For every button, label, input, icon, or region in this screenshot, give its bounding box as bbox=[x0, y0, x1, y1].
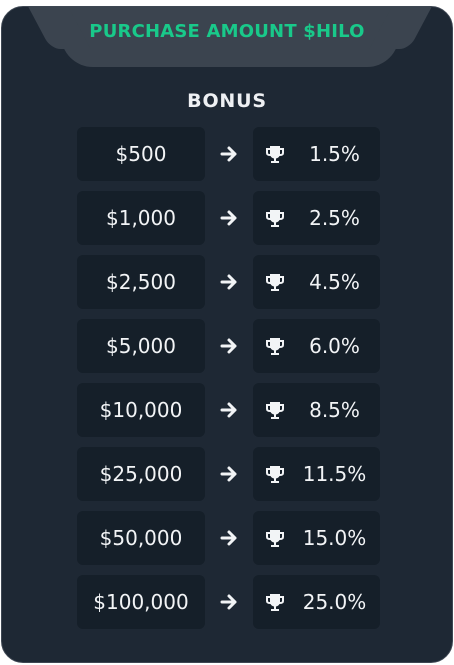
bonus-percent: 4.5% bbox=[309, 270, 360, 294]
bonus-cell: 11.5% bbox=[253, 447, 380, 501]
bonus-cell: 8.5% bbox=[253, 383, 380, 437]
bonus-card: PURCHASE AMOUNT $HILO BONUS $500 1.5% $1… bbox=[1, 6, 453, 663]
arrow-right-icon bbox=[220, 210, 237, 226]
bonus-percent: 15.0% bbox=[302, 526, 367, 550]
trophy-icon bbox=[266, 530, 284, 547]
purchase-amount: $5,000 bbox=[77, 319, 205, 373]
bonus-percent: 8.5% bbox=[309, 398, 360, 422]
arrow-right-icon bbox=[220, 594, 237, 610]
tier-row: $2,500 4.5% bbox=[77, 255, 380, 309]
arrow-right-icon bbox=[220, 146, 237, 162]
arrow-right-icon bbox=[220, 402, 237, 418]
trophy-icon bbox=[266, 210, 284, 227]
bonus-cell: 6.0% bbox=[253, 319, 380, 373]
bonus-cell: 4.5% bbox=[253, 255, 380, 309]
arrow-right-icon bbox=[220, 530, 237, 546]
purchase-amount: $100,000 bbox=[77, 575, 205, 629]
bonus-heading: BONUS bbox=[187, 90, 267, 112]
arrow-right-icon bbox=[220, 466, 237, 482]
purchase-amount: $1,000 bbox=[77, 191, 205, 245]
bonus-tier-list: $500 1.5% $1,000 2.5% $2,500 4.5% $ bbox=[77, 127, 380, 639]
bonus-percent: 6.0% bbox=[309, 334, 360, 358]
arrow-right-icon bbox=[220, 274, 237, 290]
tier-row: $10,000 8.5% bbox=[77, 383, 380, 437]
bonus-cell: 15.0% bbox=[253, 511, 380, 565]
trophy-icon bbox=[266, 274, 284, 291]
tier-row: $1,000 2.5% bbox=[77, 191, 380, 245]
tier-row: $25,000 11.5% bbox=[77, 447, 380, 501]
purchase-amount: $500 bbox=[77, 127, 205, 181]
trophy-icon bbox=[266, 466, 284, 483]
tier-row: $5,000 6.0% bbox=[77, 319, 380, 373]
tier-row: $50,000 15.0% bbox=[77, 511, 380, 565]
purchase-amount-title: PURCHASE AMOUNT $HILO bbox=[89, 21, 365, 42]
arrow-right-icon bbox=[220, 338, 237, 354]
bonus-percent: 2.5% bbox=[309, 206, 360, 230]
bonus-percent: 25.0% bbox=[302, 590, 367, 614]
header-tab bbox=[61, 7, 399, 67]
bonus-cell: 2.5% bbox=[253, 191, 380, 245]
bonus-percent: 1.5% bbox=[309, 142, 360, 166]
trophy-icon bbox=[266, 338, 284, 355]
trophy-icon bbox=[266, 402, 284, 419]
purchase-amount: $25,000 bbox=[77, 447, 205, 501]
trophy-icon bbox=[266, 146, 284, 163]
bonus-cell: 25.0% bbox=[253, 575, 380, 629]
tier-row: $500 1.5% bbox=[77, 127, 380, 181]
bonus-cell: 1.5% bbox=[253, 127, 380, 181]
purchase-amount: $50,000 bbox=[77, 511, 205, 565]
trophy-icon bbox=[266, 594, 284, 611]
purchase-amount: $2,500 bbox=[77, 255, 205, 309]
purchase-amount: $10,000 bbox=[77, 383, 205, 437]
tier-row: $100,000 25.0% bbox=[77, 575, 380, 629]
bonus-percent: 11.5% bbox=[302, 462, 367, 486]
